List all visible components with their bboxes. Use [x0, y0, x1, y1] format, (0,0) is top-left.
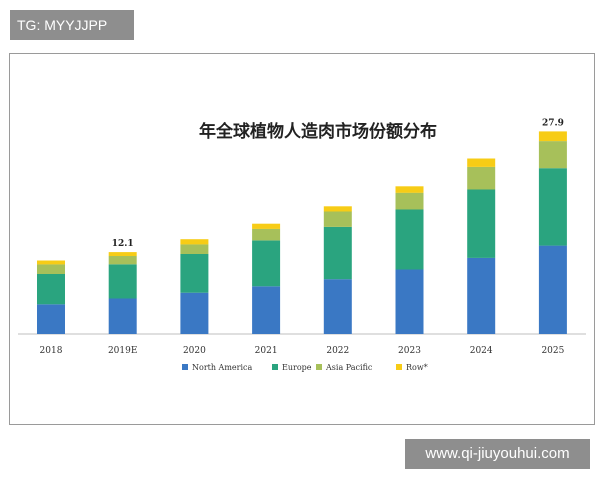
bar-asia-pacific-2019e — [108, 255, 137, 265]
bar-europe-2022 — [323, 226, 352, 280]
chart-frame: 年全球植物人造肉市场份额分布 2018 2019E 2020 2021 2022 2023… — [9, 53, 595, 425]
bar-europe-2025 — [538, 168, 567, 246]
legend-label-europe: Europe — [282, 363, 312, 372]
x-tick-label: 2018 — [40, 346, 63, 356]
legend-swatch-europe — [272, 364, 278, 370]
data-label: 27.9 — [542, 118, 564, 128]
legend-swatch-asia-pacific — [316, 364, 322, 370]
x-tick-label: 2020 — [183, 346, 206, 356]
bar-row-2019e — [108, 252, 137, 256]
x-tick-label: 2023 — [398, 346, 421, 356]
bar-europe-2024 — [467, 189, 496, 258]
bar-asia-pacific-2025 — [538, 141, 567, 169]
bar-asia-pacific-2023 — [395, 192, 424, 210]
bar-row-2023 — [395, 186, 424, 193]
bar-north-america-2025 — [538, 245, 567, 334]
x-tick-labels: 2018 2019E 2020 2021 2022 2023 2024 2025 — [40, 346, 565, 356]
bar-asia-pacific-2020 — [180, 244, 209, 254]
bar-row-2020 — [180, 239, 209, 245]
data-labels: 12.1 27.9 — [112, 118, 564, 249]
x-tick-label: 2024 — [470, 346, 493, 356]
x-tick-label: 2021 — [255, 346, 278, 356]
bar-north-america-2020 — [180, 292, 209, 334]
bar-europe-2021 — [252, 240, 281, 287]
bar-row-2024 — [467, 158, 496, 167]
bar-asia-pacific-2022 — [323, 211, 352, 227]
stacked-bar-chart: 年全球植物人造肉市场份额分布 2018 2019E 2020 2021 2022 2023… — [18, 118, 586, 372]
bar-europe-2018 — [37, 274, 65, 305]
x-tick-label: 2019E — [108, 346, 137, 356]
data-label: 12.1 — [112, 239, 134, 249]
tg-watermark: TG: MYYJJPP — [10, 10, 134, 40]
x-tick-label: 2025 — [541, 346, 564, 356]
bar-asia-pacific-2024 — [467, 166, 496, 190]
chart-title: 年全球植物人造肉市场份额分布 — [199, 121, 437, 142]
legend-swatch-row — [396, 364, 402, 370]
bar-asia-pacific-2021 — [252, 228, 281, 241]
bar-north-america-2018 — [37, 304, 65, 334]
bar-north-america-2019e — [108, 298, 137, 334]
bar-row-2021 — [252, 223, 281, 229]
legend-label-asia-pacific: Asia Pacific — [325, 363, 373, 372]
legend-swatch-north-america — [182, 364, 188, 370]
bar-north-america-2022 — [323, 279, 352, 334]
url-watermark: www.qi-jiuyouhui.com — [405, 439, 590, 469]
legend-label-row: Row* — [406, 363, 428, 372]
bar-north-america-2024 — [467, 257, 496, 334]
bars-layer — [37, 131, 567, 334]
bar-north-america-2021 — [252, 286, 281, 334]
bar-north-america-2023 — [395, 269, 424, 334]
bar-row-2018 — [37, 260, 65, 265]
bar-europe-2023 — [395, 209, 424, 270]
bar-row-2022 — [323, 206, 352, 212]
bar-asia-pacific-2018 — [37, 264, 65, 274]
bar-row-2025 — [538, 131, 567, 142]
bar-europe-2019e — [108, 264, 137, 299]
bar-europe-2020 — [180, 254, 209, 293]
x-tick-label: 2022 — [326, 346, 349, 356]
legend-label-north-america: North America — [192, 363, 253, 372]
legend: North America Europe Asia Pacific Row* — [182, 363, 428, 372]
